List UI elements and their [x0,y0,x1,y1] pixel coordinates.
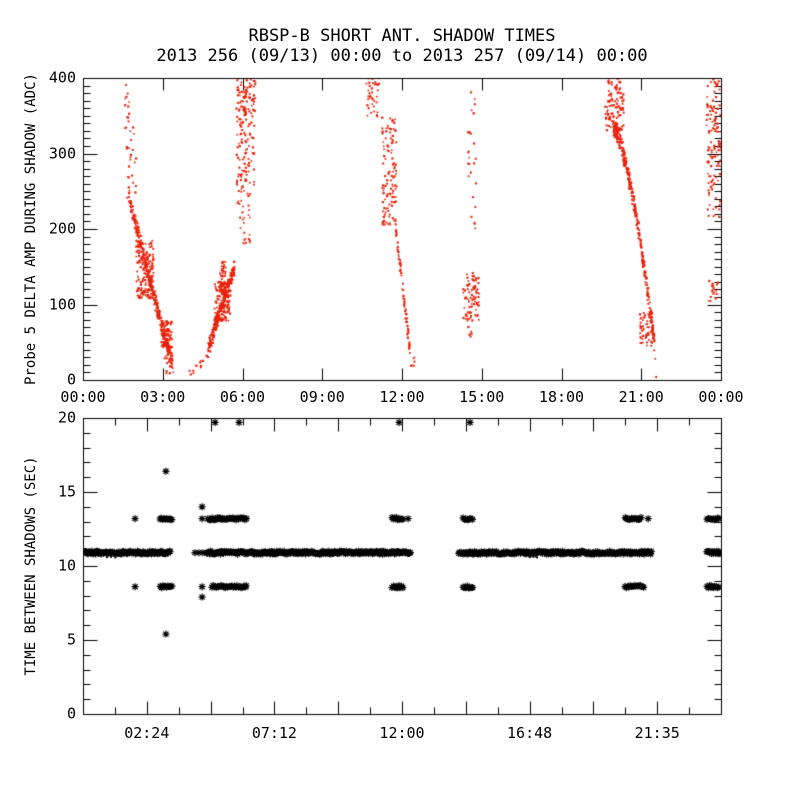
top-y-tick-label: 0 [66,370,76,389]
bottom-y-tick-label: 15 [57,482,76,501]
top-x-tick-label: 00:00 [698,388,744,406]
chart-title-line2: 2013 256 (09/13) 00:00 to 2013 257 (09/1… [156,46,648,66]
top-y-axis-title: Probe 5 DELTA AMP DURING SHADOW (ADC) [23,73,39,385]
chart-title-line1: RBSP-B SHORT ANT. SHADOW TIMES [248,26,556,46]
bottom-y-tick-label: 5 [66,630,76,649]
top-x-tick-label: 09:00 [299,388,345,406]
bottom-x-tick-label: 07:12 [251,724,297,742]
bottom-y-tick-label: 10 [57,556,76,575]
top-y-tick-label: 300 [48,144,76,162]
top-x-tick-label: 15:00 [459,388,505,406]
top-x-tick-label: 12:00 [379,388,425,406]
top-y-tick-label: 200 [48,219,76,238]
top-x-tick-label: 06:00 [219,388,266,406]
top-x-tick-label: 21:00 [618,388,664,406]
bottom-y-tick-label: 0 [66,704,76,723]
top-x-tick-label: 18:00 [538,388,585,406]
bottom-x-tick-label: 12:00 [379,724,425,742]
top-y-tick-label: 400 [48,68,76,87]
bottom-y-axis-title: TIME BETWEEN SHADOWS (SEC) [23,456,39,676]
bottom-x-tick-label: 21:35 [634,724,680,742]
top-x-tick-label: 03:00 [140,388,186,406]
bottom-x-tick-label: 02:24 [124,724,170,742]
top-x-tick-label: 00:00 [60,388,106,406]
bottom-y-tick-label: 20 [57,408,76,427]
top-y-tick-label: 100 [48,295,76,313]
bottom-x-tick-label: 16:48 [507,724,553,742]
